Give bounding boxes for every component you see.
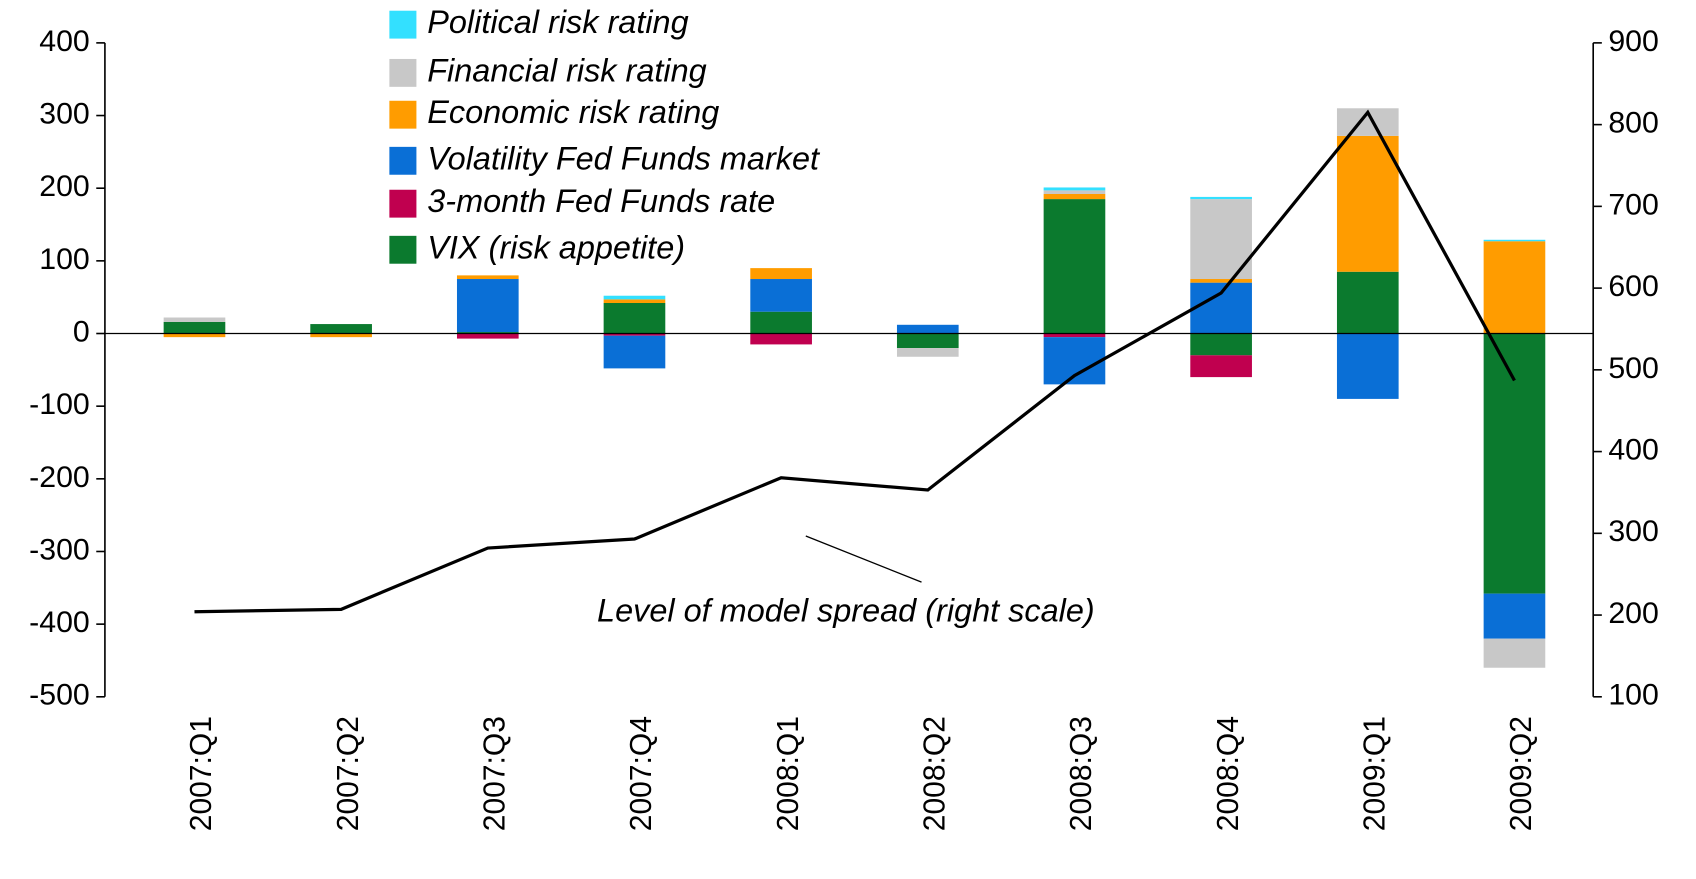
bar-segment	[163, 321, 226, 334]
legend-swatch	[389, 235, 417, 264]
bar-segment	[1190, 279, 1252, 283]
y-tick-label: 200	[39, 170, 90, 203]
bar-segment	[1190, 333, 1252, 356]
bar-segment	[1043, 194, 1106, 200]
bar-segment	[1483, 638, 1546, 668]
bar-segment	[1043, 187, 1106, 191]
bar-segment	[1190, 282, 1252, 334]
bar-segment	[1336, 271, 1399, 334]
bar-segment	[163, 333, 226, 338]
legend-swatch	[389, 100, 417, 129]
bar-segment	[1043, 333, 1106, 338]
bar-segment	[1043, 190, 1106, 195]
plot: Level of model spread (right scale) -500…	[29, 4, 1659, 831]
y-tick-label: -400	[29, 606, 90, 639]
bar-segment	[750, 333, 812, 345]
y2-tick-label: 400	[1608, 434, 1659, 467]
y-tick-label: -100	[29, 388, 90, 421]
y-tick-label: 400	[39, 25, 90, 58]
y2-tick-label: 600	[1608, 270, 1659, 303]
legend-swatch	[389, 146, 417, 175]
x-tick-label: 2007:Q2	[332, 716, 365, 831]
legend-swatch	[389, 189, 417, 218]
legend-label: Economic risk rating	[427, 94, 719, 130]
y-tick-label: 0	[73, 316, 90, 349]
bar-segment	[603, 335, 666, 369]
bar-segment	[1483, 241, 1546, 334]
bar-segment	[603, 333, 666, 336]
x-tick-label: 2009:Q2	[1505, 716, 1538, 831]
bar-segment	[750, 311, 812, 334]
y2-tick-label: 700	[1608, 188, 1659, 221]
bar-segment	[1336, 333, 1399, 399]
bar-segment	[1336, 135, 1399, 272]
y-tick-label: -300	[29, 534, 90, 567]
bar-segment	[456, 275, 519, 280]
bar-segment	[456, 332, 519, 334]
x-tick-label: 2008:Q3	[1065, 716, 1098, 831]
bar-segment	[750, 279, 812, 312]
bar-segment	[1483, 239, 1546, 242]
annotation-leader	[805, 535, 922, 583]
annotation: Level of model spread (right scale)	[597, 593, 1095, 629]
bar-segment	[310, 324, 372, 334]
bar-segment	[603, 295, 666, 300]
x-tick-label: 2007:Q4	[625, 716, 658, 831]
bar-segment	[310, 333, 372, 338]
legend-label: Political risk rating	[427, 4, 688, 40]
x-tick-label: 2009:Q1	[1358, 716, 1391, 831]
bar-segment	[603, 302, 666, 334]
x-tick-label: 2007:Q1	[185, 716, 218, 831]
y2-tick-label: 300	[1608, 515, 1659, 548]
legend-label: Volatility Fed Funds market	[427, 140, 821, 176]
legend-swatch	[389, 58, 417, 87]
legend-label: Financial risk rating	[427, 53, 706, 89]
bar-segment	[456, 279, 519, 333]
legend-label: 3-month Fed Funds rate	[427, 183, 775, 219]
x-tick-label: 2007:Q3	[478, 716, 511, 831]
y2-tick-label: 500	[1608, 352, 1659, 385]
bar-segment	[1043, 199, 1106, 334]
legend-label: VIX (risk appetite)	[427, 229, 685, 265]
y2-tick-label: 100	[1608, 679, 1659, 712]
bar-segment	[456, 333, 519, 339]
y-tick-label: 100	[39, 243, 90, 276]
y-tick-label: -200	[29, 461, 90, 494]
bar-segment	[1190, 196, 1252, 200]
y2-tick-label: 900	[1608, 25, 1659, 58]
legend-swatch	[389, 10, 417, 39]
bar-segment	[1483, 593, 1546, 639]
bar-segment	[750, 268, 812, 280]
bar-segment	[896, 333, 959, 349]
bar-segment	[1483, 333, 1546, 594]
y-tick-label: 300	[39, 98, 90, 131]
bar-segment	[163, 317, 226, 322]
bar-segment	[603, 299, 666, 303]
y-tick-label: -500	[29, 679, 90, 712]
bar-segment	[896, 348, 959, 357]
y2-tick-label: 800	[1608, 107, 1659, 140]
bar-segment	[1190, 355, 1252, 378]
x-tick-label: 2008:Q4	[1212, 716, 1245, 831]
bar-segment	[896, 324, 959, 334]
x-tick-label: 2008:Q1	[772, 716, 805, 831]
x-tick-label: 2008:Q2	[918, 716, 951, 831]
y2-tick-label: 200	[1608, 597, 1659, 630]
spread-line	[194, 109, 1516, 614]
